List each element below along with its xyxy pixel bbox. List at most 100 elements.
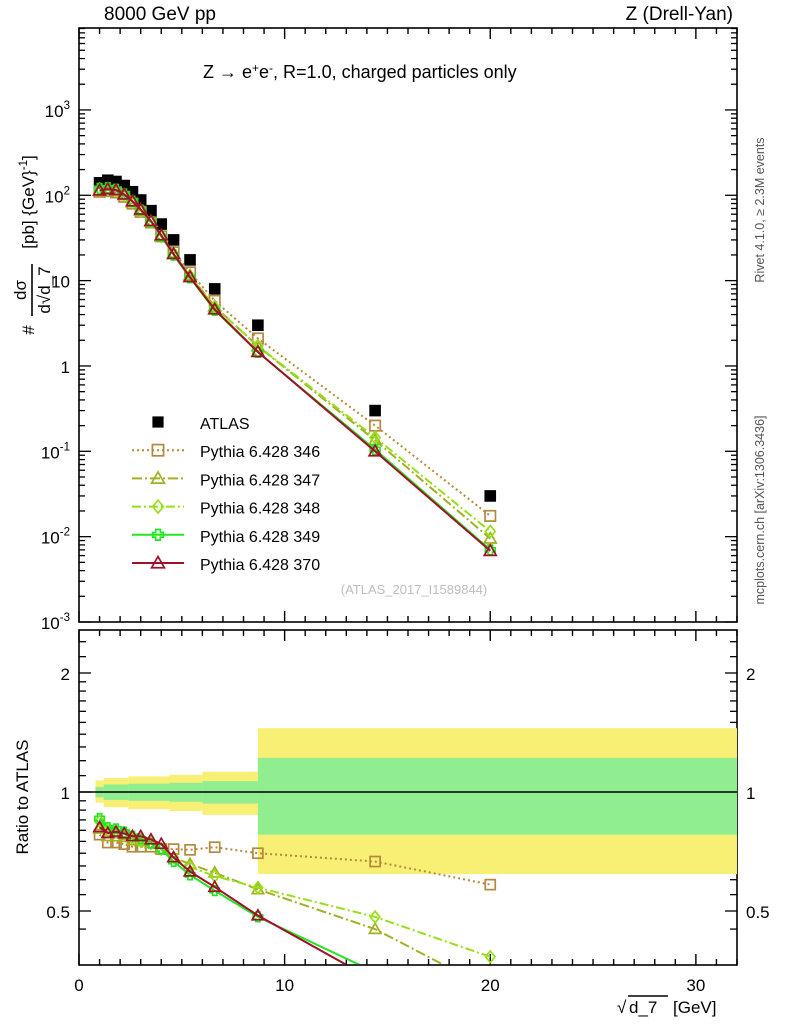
band-inner bbox=[257, 757, 737, 835]
data-marker bbox=[110, 175, 122, 188]
data-marker bbox=[153, 227, 169, 241]
legend-label: Pythia 6.428 346 bbox=[200, 444, 320, 461]
legend-item-1[interactable]: Pythia 6.428 346 bbox=[132, 443, 320, 461]
data-marker bbox=[369, 419, 382, 432]
data-marker bbox=[250, 908, 266, 921]
header-beam-label: 8000 GeV pp bbox=[104, 4, 216, 25]
data-marker bbox=[184, 843, 196, 856]
ratio-panel-data bbox=[92, 812, 497, 964]
x-axis-units: [GeV] bbox=[673, 998, 716, 1017]
svg-text:Rivet 4.1.0, ≥ 2.3M events: Rivet 4.1.0, ≥ 2.3M events bbox=[753, 137, 767, 282]
legend-item-3[interactable]: Pythia 6.428 348 bbox=[132, 498, 320, 518]
data-marker bbox=[145, 204, 157, 217]
data-marker bbox=[252, 847, 264, 860]
legend-item-5[interactable]: Pythia 6.428 370 bbox=[132, 554, 320, 574]
data-marker bbox=[110, 823, 122, 835]
data-marker bbox=[484, 878, 497, 891]
data-marker bbox=[100, 825, 116, 839]
x-tick-label: 20 bbox=[481, 976, 500, 995]
data-marker bbox=[150, 554, 166, 569]
ratio-y-tick-label-right: 0.5 bbox=[746, 903, 770, 922]
series-line bbox=[99, 188, 491, 552]
legend-item-4[interactable]: Pythia 6.428 349 bbox=[132, 528, 320, 546]
data-marker bbox=[184, 254, 196, 266]
legend-label: Pythia 6.428 349 bbox=[200, 529, 320, 546]
data-marker bbox=[108, 182, 124, 196]
data-marker bbox=[166, 246, 182, 260]
main-y-tick-label: 10 bbox=[51, 273, 70, 292]
series-0 bbox=[93, 174, 497, 502]
legend-label: Pythia 6.428 370 bbox=[200, 557, 320, 574]
data-marker bbox=[151, 498, 165, 515]
dataset-watermark: (ATLAS_2017_I1589844) bbox=[341, 582, 487, 597]
data-marker bbox=[117, 826, 132, 839]
data-marker bbox=[133, 201, 149, 215]
main-y-tick-label: 10-3 bbox=[41, 612, 70, 633]
ratio-y-tick-label: 1 bbox=[61, 784, 70, 803]
data-marker bbox=[251, 332, 264, 345]
data-marker bbox=[154, 836, 169, 850]
ratio-y-tick-label: 2 bbox=[61, 665, 70, 684]
sidebar-rivet-info: Rivet 4.1.0, ≥ 2.3M events bbox=[753, 137, 767, 282]
data-marker bbox=[100, 181, 116, 195]
ratio-y-axis-label: Ratio to ATLAS bbox=[13, 740, 32, 855]
data-marker bbox=[484, 490, 497, 502]
legend-label: Pythia 6.428 347 bbox=[200, 472, 320, 489]
data-marker bbox=[482, 530, 498, 544]
data-marker bbox=[134, 194, 147, 206]
data-marker bbox=[367, 443, 383, 457]
main-y-tick-label: 10-2 bbox=[41, 527, 70, 548]
data-marker bbox=[116, 186, 132, 200]
legend: ATLAS Pythia 6.428 346 Pythia 6.428 347 Pyt… bbox=[132, 416, 320, 574]
title-text: Z → e+e-, R=1.0, charged particles only bbox=[203, 61, 517, 82]
legend-item-0[interactable]: ATLAS bbox=[152, 416, 250, 433]
header: 8000 GeV pp Z (Drell-Yan) bbox=[104, 4, 733, 25]
data-marker bbox=[208, 841, 221, 854]
y-axis-denominator: d√d_7 bbox=[35, 266, 54, 313]
main-panel-title: Z → e+e-, R=1.0, charged particles only bbox=[203, 61, 517, 82]
series-5 bbox=[92, 181, 498, 557]
sqrt-glyph: √ bbox=[617, 998, 627, 1017]
y-axis-numerator: dσ bbox=[11, 280, 30, 300]
data-marker bbox=[369, 404, 381, 417]
y-axis-units: [pb] {GeV}-1] bbox=[18, 155, 38, 248]
data-marker bbox=[150, 470, 166, 485]
series-1 bbox=[93, 185, 497, 522]
x-tick-label: 0 bbox=[74, 976, 83, 995]
data-marker bbox=[207, 865, 222, 878]
data-marker bbox=[93, 814, 106, 829]
x-tick-label: 10 bbox=[275, 976, 294, 995]
svg-text:mcplots.cern.ch [arXiv:1306.34: mcplots.cern.ch [arXiv:1306.3436] bbox=[753, 416, 767, 605]
data-marker bbox=[133, 828, 148, 842]
data-marker bbox=[143, 832, 159, 845]
main-panel-frame bbox=[78, 27, 738, 623]
main-y-axis-title: # dσ d√d_7 [pb] {GeV}-1] bbox=[11, 155, 54, 334]
series-4 bbox=[93, 182, 497, 556]
data-marker bbox=[125, 193, 140, 207]
data-marker bbox=[250, 344, 266, 358]
data-marker bbox=[92, 182, 108, 196]
data-marker bbox=[207, 301, 223, 315]
data-marker bbox=[167, 234, 180, 246]
main-panel-data bbox=[92, 174, 498, 557]
data-marker bbox=[93, 812, 106, 825]
data-marker bbox=[143, 213, 159, 227]
data-marker bbox=[252, 319, 264, 332]
data-marker bbox=[155, 218, 168, 230]
data-marker bbox=[369, 909, 381, 925]
data-marker bbox=[182, 269, 198, 283]
legend-item-2[interactable]: Pythia 6.428 347 bbox=[132, 470, 320, 489]
y-axis-hash: # bbox=[19, 325, 38, 335]
sidebar-mcplots-info: mcplots.cern.ch [arXiv:1306.3436] bbox=[753, 416, 767, 605]
data-marker bbox=[151, 528, 165, 541]
header-process-label: Z (Drell-Yan) bbox=[626, 4, 733, 25]
data-marker bbox=[369, 855, 381, 868]
x-axis-title: √ d_7 [GeV] bbox=[617, 995, 716, 1017]
legend-label: Pythia 6.428 348 bbox=[200, 501, 320, 518]
data-marker bbox=[118, 179, 131, 192]
ratio-y-axis-title: Ratio to ATLAS bbox=[13, 740, 32, 855]
data-marker bbox=[369, 430, 382, 445]
uncertainty-bands bbox=[79, 728, 737, 875]
